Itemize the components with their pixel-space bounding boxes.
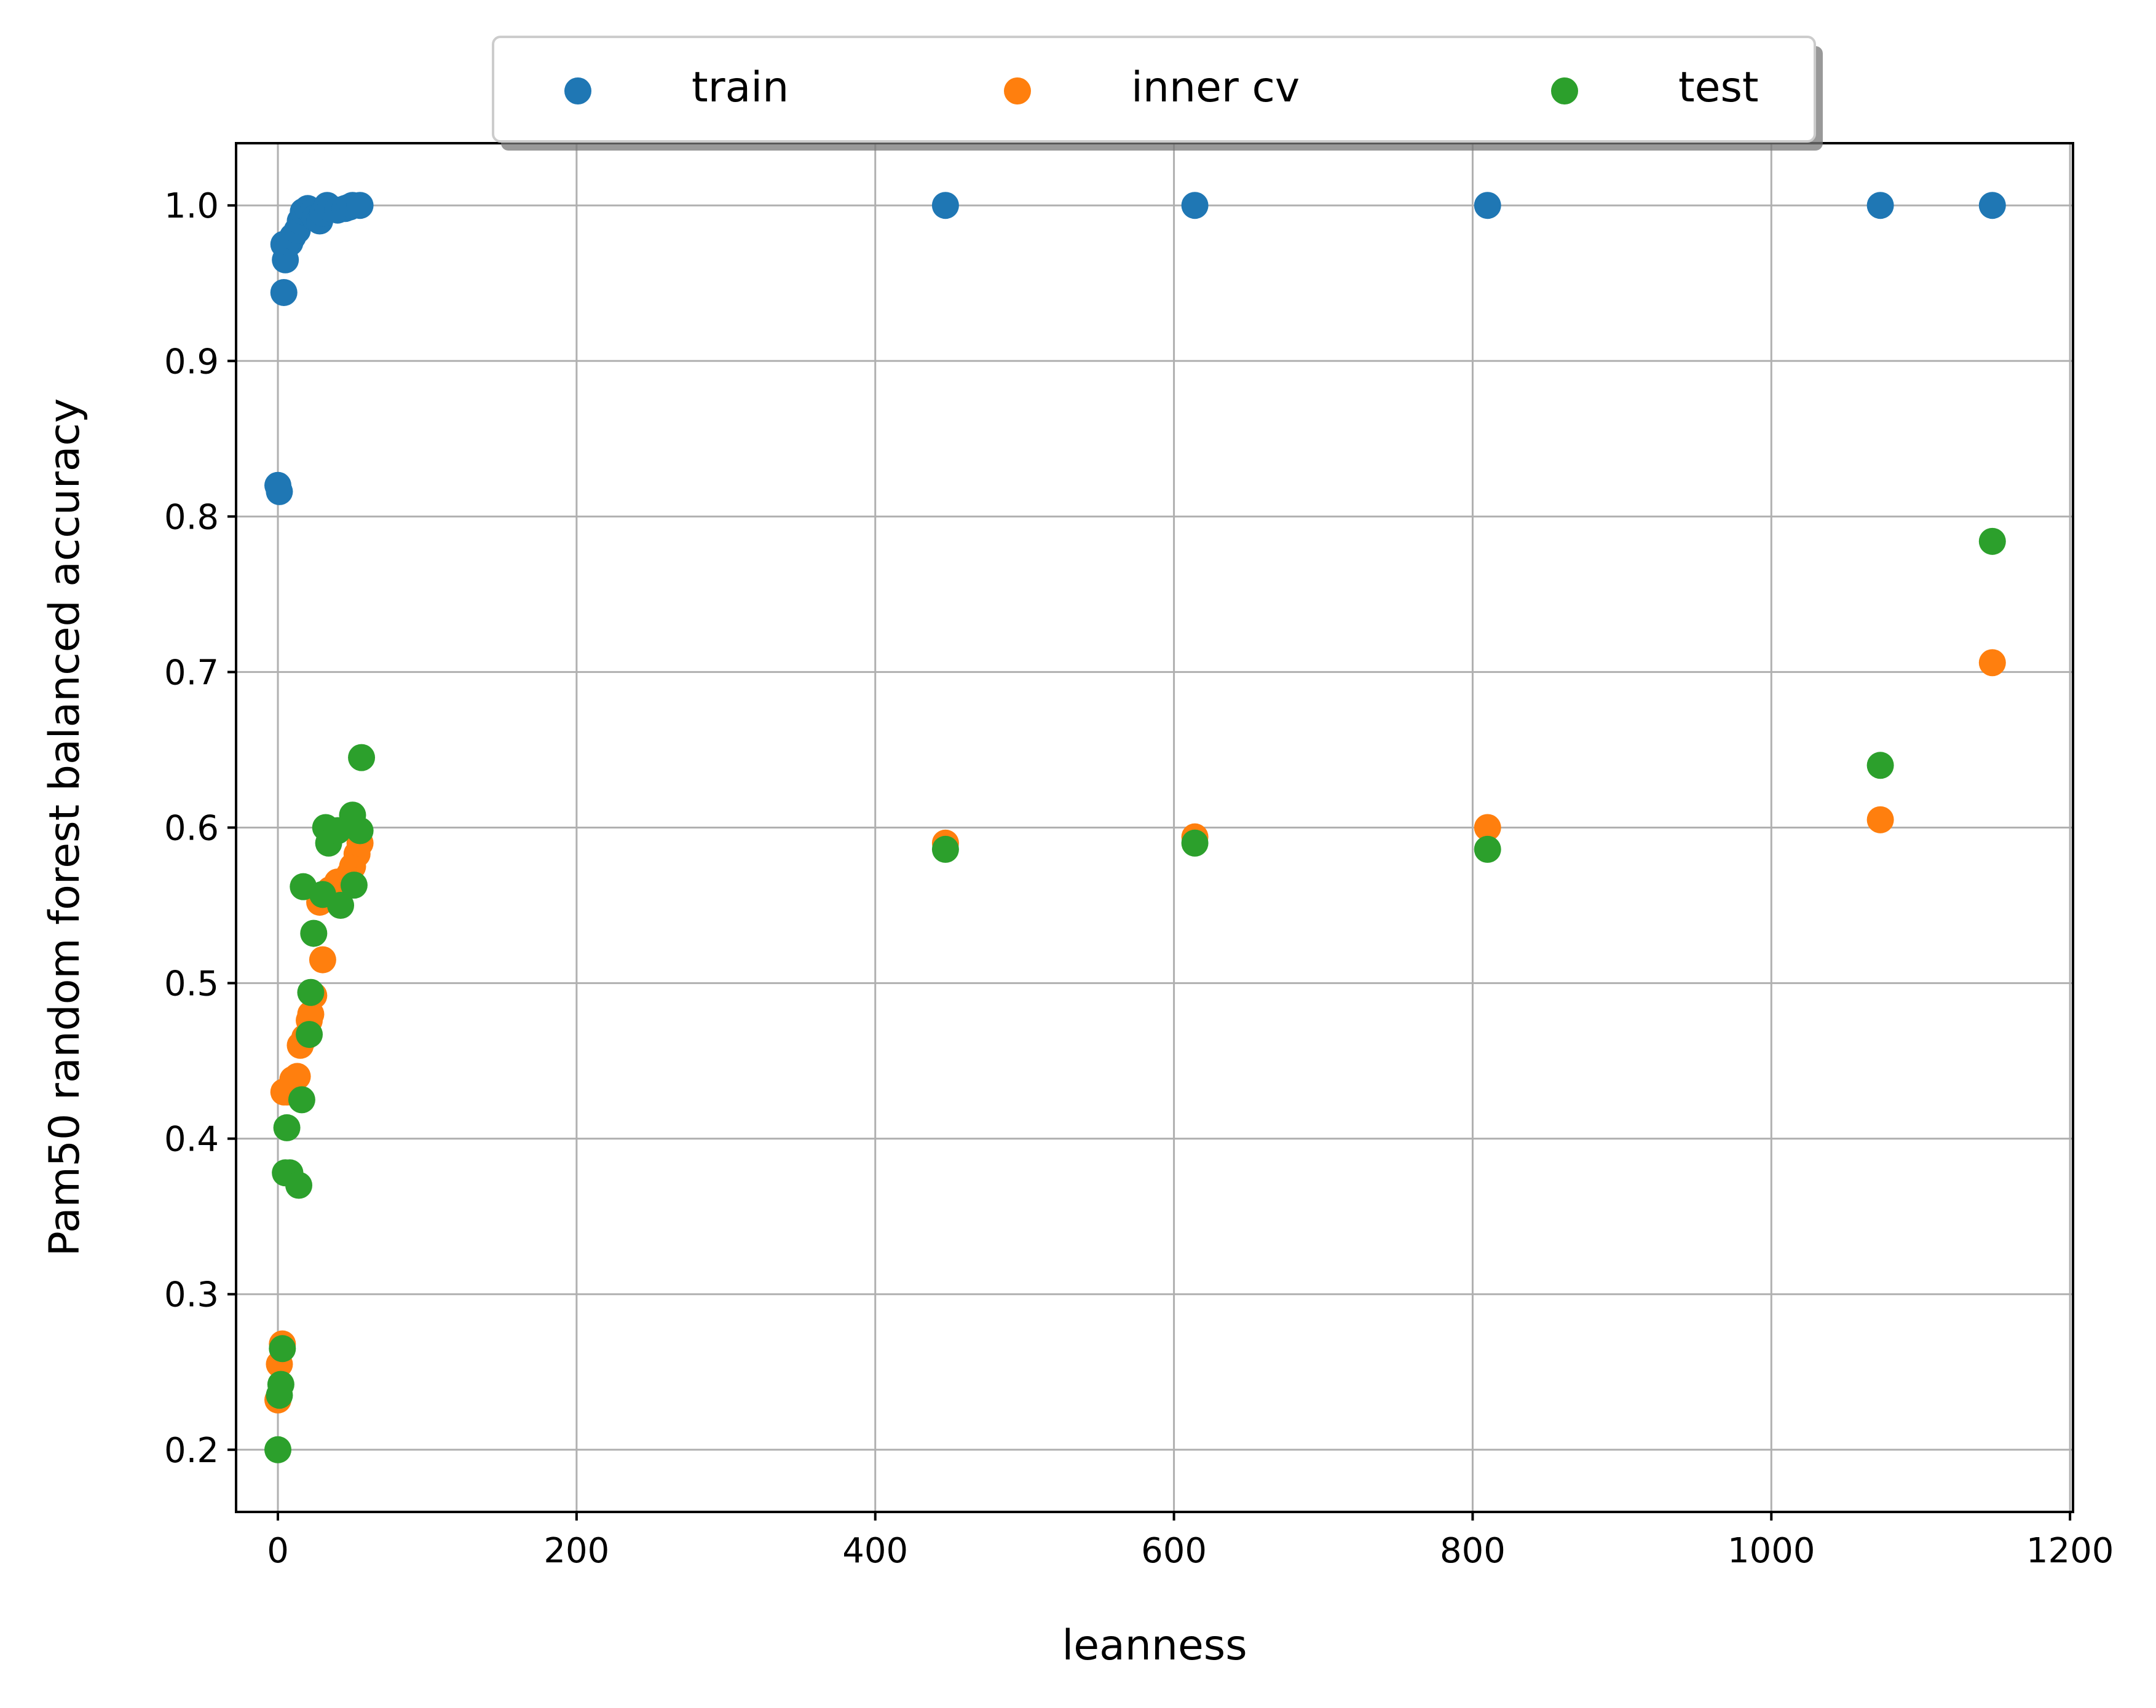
x-tick-label: 600 bbox=[1141, 1531, 1207, 1571]
data-point bbox=[1474, 814, 1501, 841]
y-tick-label: 0.4 bbox=[164, 1120, 219, 1160]
legend-marker-train bbox=[564, 77, 591, 104]
data-point bbox=[273, 1114, 301, 1141]
y-tick-label: 0.9 bbox=[164, 342, 219, 382]
x-tick-label: 800 bbox=[1440, 1531, 1506, 1571]
legend-label-train: train bbox=[692, 63, 789, 112]
legend-marker-test bbox=[1551, 77, 1578, 104]
y-gridlines bbox=[236, 204, 2073, 1451]
y-tick-label: 0.6 bbox=[164, 809, 219, 849]
data-point bbox=[931, 835, 959, 863]
y-tick-label: 0.2 bbox=[164, 1431, 219, 1471]
x-tick-label: 1200 bbox=[2026, 1531, 2114, 1571]
y-tick-label: 0.3 bbox=[164, 1275, 219, 1315]
x-tick-label: 400 bbox=[842, 1531, 908, 1571]
y-axis-label: Pam50 random forest balanced accuracy bbox=[41, 398, 89, 1256]
legend-marker-inner-cv bbox=[1004, 77, 1031, 104]
data-point bbox=[348, 744, 376, 771]
data-point bbox=[266, 478, 293, 505]
data-point bbox=[269, 1335, 296, 1363]
data-point bbox=[267, 1371, 294, 1398]
data-point bbox=[327, 892, 355, 919]
data-point bbox=[1866, 752, 1894, 779]
data-point bbox=[1866, 192, 1894, 219]
data-point bbox=[340, 872, 368, 899]
data-point bbox=[1866, 806, 1894, 833]
data-point bbox=[1181, 192, 1209, 219]
data-points bbox=[264, 192, 2006, 1463]
legend: train inner cv test bbox=[492, 36, 1823, 151]
legend-box bbox=[492, 36, 1816, 143]
data-point bbox=[270, 278, 298, 306]
data-point bbox=[1978, 527, 2006, 555]
legend-label-test: test bbox=[1678, 63, 1759, 112]
series-test bbox=[264, 527, 2006, 1463]
data-point bbox=[1181, 829, 1209, 857]
legend-label-inner-cv: inner cv bbox=[1131, 63, 1300, 112]
data-point bbox=[1978, 649, 2006, 677]
x-tick-label: 200 bbox=[543, 1531, 609, 1571]
series-train bbox=[264, 192, 2006, 505]
data-point bbox=[931, 192, 959, 219]
data-point bbox=[1978, 192, 2006, 219]
data-point bbox=[285, 1171, 313, 1199]
data-point bbox=[346, 817, 374, 844]
data-point bbox=[1474, 192, 1501, 219]
y-tick-label: 0.7 bbox=[164, 653, 219, 693]
y-tick-label: 1.0 bbox=[164, 186, 219, 226]
y-tick-label: 0.5 bbox=[164, 964, 219, 1004]
y-axis-ticks: 0.2 0.3 0.4 0.5 0.6 0.7 0.8 0.9 1.0 bbox=[164, 186, 236, 1471]
data-point bbox=[309, 946, 336, 974]
data-point bbox=[1474, 835, 1501, 863]
data-point bbox=[346, 192, 374, 219]
x-axis-label: leanness bbox=[1062, 1621, 1247, 1670]
data-point bbox=[283, 1063, 311, 1090]
x-tick-label: 0 bbox=[267, 1531, 289, 1571]
data-point bbox=[264, 1436, 292, 1463]
data-point bbox=[300, 919, 328, 947]
data-point bbox=[296, 1021, 323, 1049]
data-point bbox=[288, 1086, 315, 1114]
data-point bbox=[297, 978, 325, 1006]
x-tick-label: 1000 bbox=[1728, 1531, 1815, 1571]
y-tick-label: 0.8 bbox=[164, 497, 219, 537]
x-axis-ticks: 0 200 400 600 800 1000 1200 bbox=[267, 1512, 2114, 1571]
